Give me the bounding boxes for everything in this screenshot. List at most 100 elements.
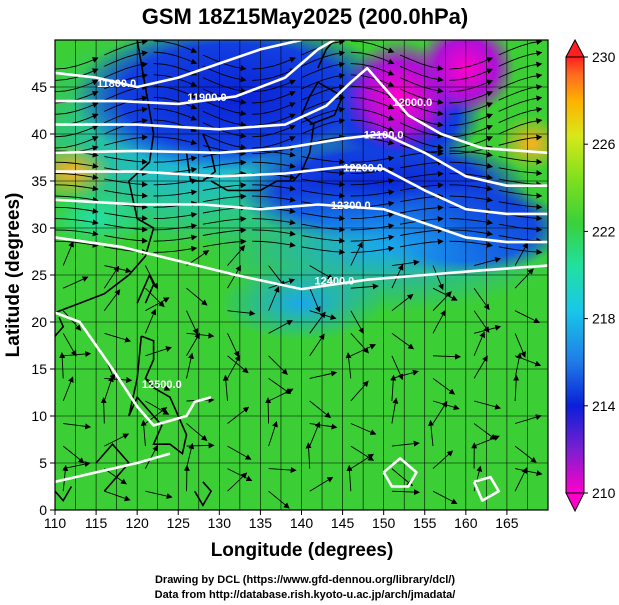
streamline [309,400,332,419]
streamline [391,332,415,350]
contour-line [55,198,548,244]
contour-line [472,475,500,502]
y-axis: 0 5 10 15 20 25 30 35 40 45 [31,79,55,518]
streamline [449,184,494,192]
x-tick-label: 145 [331,515,355,531]
contour-label: 12000.0 [393,97,433,109]
contour-line [55,40,302,89]
streamline [104,223,148,233]
streamline [186,442,195,469]
x-tick-label: 155 [413,515,437,531]
y-tick-label: 35 [31,173,47,189]
streamline [391,489,420,496]
streamline [391,369,419,379]
streamline [498,84,543,101]
x-axis: 110 115 120 125 130 135 140 145 150 155 160 165 [44,510,519,531]
streamline [62,445,85,464]
contour-label: 11800.0 [97,78,136,90]
streamline [350,40,395,53]
colorbar-tick-label: 230 [592,49,616,65]
streamline [400,238,444,248]
streamline [145,377,171,391]
credit-data: Data from http://database.rish.kyoto-u.a… [155,589,456,601]
x-tick-label: 115 [85,515,108,531]
streamline [301,95,346,112]
streamline [144,265,158,290]
x-tick-label: 135 [249,515,273,531]
streamline [309,265,334,280]
streamline [252,184,296,192]
credit-drawing: Drawing by DCL (https://www.gfd-dennou.o… [155,574,455,586]
contour-line [55,236,548,291]
streamline [252,161,296,169]
streamline [55,136,99,149]
streamline [391,355,404,381]
streamline [252,57,296,70]
streamline [350,380,369,402]
streamline [202,77,247,94]
streamline [350,119,395,132]
streamline [55,173,99,181]
colorbar-tick-label: 210 [592,485,616,501]
streamline [390,374,397,402]
streamline [391,468,413,487]
streamline [301,84,346,101]
x-tick-label: 150 [372,515,396,531]
streamline [301,61,346,79]
streamline [400,148,444,158]
streamline [268,378,292,395]
x-tick-label: 120 [125,515,149,531]
streamline [498,95,543,112]
contour-line [382,457,418,488]
streamline [350,423,377,435]
streamline [268,355,288,376]
streamline [202,238,247,248]
streamline [400,227,444,236]
streamline [104,106,148,124]
streamline [55,57,99,70]
streamline [432,353,462,360]
streamline [103,265,120,289]
streamline [473,310,490,333]
streamline [432,450,454,469]
streamline [55,161,99,169]
streamline [345,352,352,379]
streamline [62,310,82,331]
streamline [498,134,543,146]
streamline [55,218,99,226]
streamline [301,178,346,188]
streamline [400,216,444,225]
streamline [449,195,494,203]
streamline [103,289,121,311]
streamline [144,308,157,334]
streamline [55,124,99,138]
streamline [498,178,543,188]
streamline [252,229,296,237]
streamline [350,211,395,220]
streamline [104,156,148,165]
streamline [514,242,528,266]
streamline [309,288,321,313]
streamline [449,240,494,248]
streamline [227,245,246,266]
streamline [63,461,91,470]
x-axis-label: Longitude (degrees) [211,540,394,561]
streamline [153,51,198,65]
streamline [55,79,99,93]
streamline [309,423,338,430]
streamline [55,206,99,214]
streamline [391,259,420,267]
streamline [309,333,325,357]
streamline [301,235,346,244]
streamline [153,136,198,146]
y-tick-label: 10 [31,408,47,424]
streamline [227,310,256,317]
streamline [498,156,543,165]
streamline [104,61,148,79]
chart-title: GSM 18Z15May2025 (200.0hPa) [142,4,469,29]
streamline [350,241,363,266]
streamline [350,178,395,186]
streamline [400,170,444,180]
streamline [350,189,395,197]
